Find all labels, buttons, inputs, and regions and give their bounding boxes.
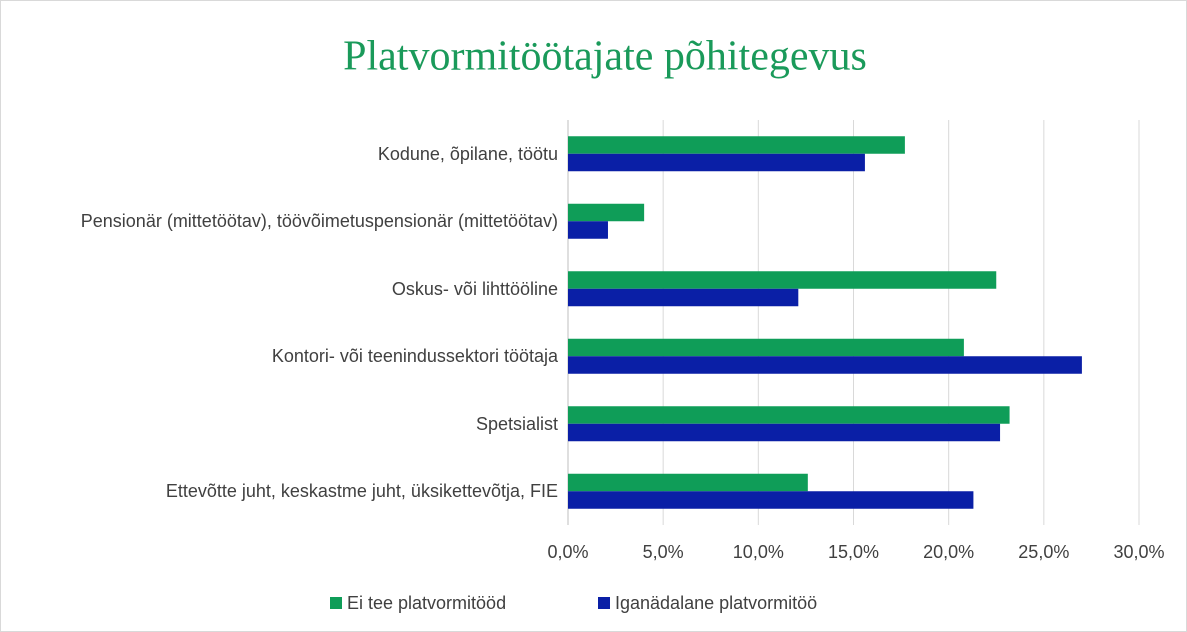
bar [568,221,608,239]
y-tick-label-box: Kontori- või teenindussektori töötaja [8,316,558,396]
y-tick-label: Spetsialist [475,413,558,434]
bar [568,406,1010,424]
y-tick-label: Ettevõtte juht, keskastme juht, üksikett… [165,481,558,502]
y-tick-label-box: Kodune, õpilane, töötu [8,114,558,194]
x-tick-label: 0,0% [547,542,588,562]
bar [568,288,799,307]
legend-label: Iganädalane platvormitöö [615,593,817,613]
x-tick-label: 25,0% [1018,542,1069,562]
legend-swatch [598,597,610,609]
y-tick-label: Oskus- või lihttööline [391,278,558,299]
bar [568,338,964,357]
bar [568,473,808,492]
x-tick-label: 5,0% [643,542,684,562]
x-tick-label: 10,0% [733,542,784,562]
bar [568,153,865,172]
x-tick-label: 15,0% [828,542,879,562]
y-tick-label-box: Ettevõtte juht, keskastme juht, üksikett… [8,451,558,531]
bar [568,136,905,154]
y-tick-label-box: Oskus- või lihttööline [8,249,558,329]
x-tick-label: 20,0% [923,542,974,562]
x-tick-label: 30,0% [1113,542,1164,562]
bar [568,491,974,509]
y-tick-label-box: Pensionär (mittetöötav), töövõimetuspens… [8,181,558,261]
y-tick-label: Kontori- või teenindussektori töötaja [271,346,558,367]
bar [568,203,645,222]
bar [568,271,997,289]
y-tick-label: Pensionär (mittetöötav), töövõimetuspens… [80,211,558,232]
legend-swatch [330,597,342,609]
chart-title: Platvormitöötajate põhitegevus [343,34,867,80]
bar [568,356,1082,374]
y-tick-label: Kodune, õpilane, töötu [377,143,558,164]
bar [568,423,1001,442]
legend-label: Ei tee platvormitööd [347,593,506,613]
y-tick-label-box: Spetsialist [8,384,558,464]
